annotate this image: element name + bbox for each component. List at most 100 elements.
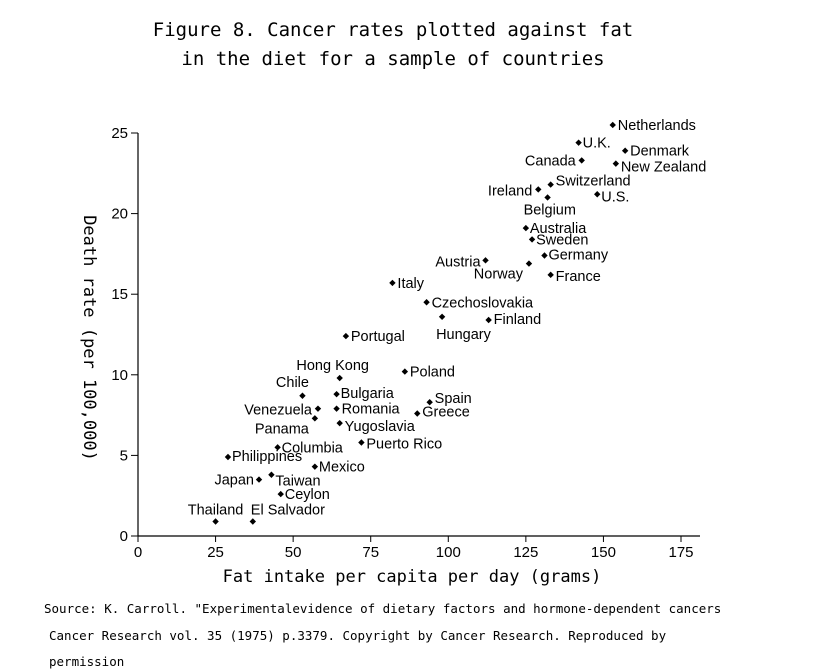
point-label: Greece [422,404,470,420]
point-label: Finland [494,312,542,328]
y-tick-label: 15 [111,286,128,303]
point-label: Mexico [319,460,365,476]
data-point [212,518,219,525]
source-line-3: permission [49,654,124,669]
point-label: Portugal [351,329,405,345]
y-tick-label: 5 [120,447,128,464]
data-point [311,463,319,470]
data-point [401,368,409,375]
point-label: New Zealand [621,160,706,176]
data-point [414,410,421,417]
chart-subtitle: in the diet for a sample of countries [181,48,604,70]
data-point [255,476,263,483]
data-point [535,186,542,193]
data-point [336,374,343,382]
data-point [277,490,284,498]
point-label: Czechoslovakia [432,295,534,311]
data-point [333,405,340,412]
data-point [358,439,365,446]
y-tick-label: 20 [111,206,128,223]
x-tick-label: 50 [285,544,302,561]
data-point [336,419,343,427]
data-point [249,518,257,525]
source-line-1: Source: K. Carroll. "Experimentalevidenc… [44,601,721,616]
point-label: Philippines [232,449,302,465]
point-label: Poland [410,365,455,381]
data-point [621,147,629,154]
ticks: 0 25 50 75 100 125 150 175 0 5 10 15 20 25 [111,125,693,561]
y-tick-label: 0 [120,528,128,545]
point-label: Ceylon [285,487,330,503]
data-point [438,313,446,320]
data-point [314,405,322,412]
data-point [423,299,430,306]
x-tick-label: 175 [668,544,693,561]
point-label: Columbia [282,440,344,456]
chart-title: Figure 8. Cancer rates plotted against f… [153,19,633,41]
point-label: France [556,269,601,285]
data-point [575,139,582,146]
y-tick-label: 10 [111,367,128,384]
y-tick-label: 25 [111,125,128,142]
point-label: Germany [548,248,608,264]
point-label: Hong Kong [296,358,369,374]
point-label: Bulgaria [341,386,395,402]
point-label: U.S. [601,189,629,205]
point-label: Norway [474,267,524,283]
point-label: Yugoslavia [345,419,416,435]
x-tick-label: 150 [591,544,616,561]
point-label: Sweden [536,232,588,248]
data-point [612,160,620,167]
data-point [426,399,433,406]
data-point [342,332,350,340]
data-point [541,252,548,259]
point-label: Canada [525,153,577,169]
data-point [224,453,232,461]
point-label: Panama [255,421,310,437]
data-point [547,181,554,188]
point-label: U.K. [583,136,611,152]
x-tick-label: 75 [362,544,379,561]
data-point [482,257,489,264]
data-point [544,194,551,201]
point-label: Ireland [488,183,532,199]
data-point [311,415,319,422]
x-axis-label: Fat intake per capita per day (grams) [223,567,602,587]
point-label: Denmark [630,144,690,160]
data-point [609,121,616,129]
point-label: Hungary [436,327,492,343]
point-label: Italy [397,276,424,292]
point-label: Belgium [524,202,576,218]
point-label: Venezuela [244,403,313,419]
data-point [547,271,554,279]
data-point [274,444,281,451]
source-line-2: Cancer Research vol. 35 (1975) p.3379. C… [49,628,667,643]
x-tick-label: 25 [207,544,224,561]
point-label: Japan [214,473,254,489]
data-points: Netherlands U.K. Denmark Canada New Zealand I… [188,118,706,525]
data-point [525,260,533,267]
y-axis-label: Death rate (per 100,000) [79,215,99,461]
data-point [333,390,340,398]
point-label: Chile [276,375,309,391]
point-label: Netherlands [618,118,696,134]
point-label: Romania [342,402,401,418]
point-label: El Salvador [251,502,325,518]
x-tick-label: 0 [134,544,142,561]
data-point [389,279,396,287]
point-label: Austria [435,254,481,270]
data-point [299,392,306,399]
data-point [268,471,275,478]
axes [137,133,700,537]
point-label: Switzerland [556,174,631,190]
data-point [522,224,530,232]
data-point [528,236,536,243]
point-label: Puerto Rico [366,437,442,453]
data-point [594,191,601,198]
x-tick-label: 125 [513,544,538,561]
point-label: Spain [435,391,472,407]
point-label: Taiwan [275,474,320,490]
point-label: Thailand [188,502,244,518]
data-point [485,316,492,324]
